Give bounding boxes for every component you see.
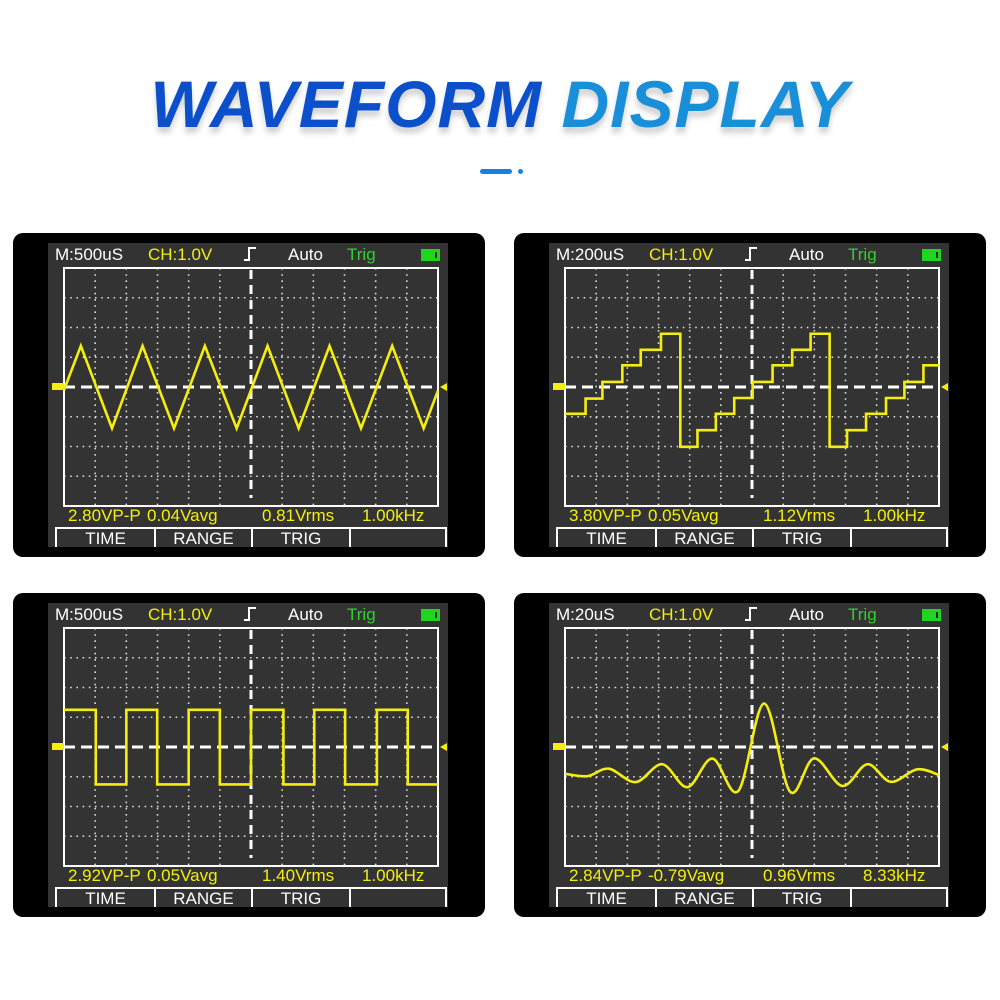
title-underline <box>480 169 512 174</box>
vrms-readout: 1.40Vrms <box>262 866 335 885</box>
waveform-plot <box>52 267 447 507</box>
trigger-status: Trig <box>848 605 877 624</box>
vrms-readout: 0.96Vrms <box>763 866 836 885</box>
battery-full-icon <box>421 609 440 621</box>
vpp-readout: 3.80VP-P <box>569 506 642 525</box>
menu-range-button[interactable]: RANGE <box>655 887 752 908</box>
title-part-2: DISPLAY <box>561 67 850 141</box>
battery-full-icon <box>421 249 440 261</box>
vrms-readout: 1.12Vrms <box>763 506 836 525</box>
menu-time-button[interactable]: TIME <box>556 527 655 548</box>
vpp-readout: 2.80VP-P <box>68 506 141 525</box>
trigger-mode: Auto <box>288 605 323 624</box>
menu-range-button[interactable]: RANGE <box>154 887 251 908</box>
menu-time-button[interactable]: TIME <box>55 887 154 908</box>
trigger-status: Trig <box>848 245 877 264</box>
sinc-waveform-trace <box>564 702 940 795</box>
menu-trig-button[interactable]: TRIG <box>251 887 349 908</box>
title-part-1: WAVEFORM <box>150 67 543 141</box>
frequency-readout: 1.00kHz <box>863 506 926 525</box>
rising-edge-icon <box>244 607 256 621</box>
channel-level-marker <box>553 743 565 750</box>
oscilloscope-screen: M:500uS CH:1.0V Auto Trig 2.80VP-P 0.04V… <box>48 243 448 548</box>
waveform-plot <box>553 627 948 867</box>
menu-blank-button[interactable] <box>850 527 948 547</box>
channel-level-marker <box>52 743 64 750</box>
staircase-waveform-trace <box>565 332 939 449</box>
menu-trig-button[interactable]: TRIG <box>752 527 850 548</box>
frequency-readout: 1.00kHz <box>362 506 425 525</box>
menu-blank-button[interactable] <box>349 887 447 907</box>
trigger-level-marker <box>440 383 447 391</box>
vavg-readout: 0.05Vavg <box>147 866 218 885</box>
vpp-readout: 2.84VP-P <box>569 866 642 885</box>
channel-scale-readout: CH:1.0V <box>148 245 213 264</box>
battery-full-icon <box>922 249 941 261</box>
battery-full-icon <box>922 609 941 621</box>
page-title: WAVEFORM DISPLAY <box>0 66 1000 142</box>
oscilloscope-screen: M:500uS CH:1.0V Auto Trig 2.92VP-P 0.05V… <box>48 603 448 908</box>
waveform-plot <box>553 267 948 507</box>
channel-level-marker <box>52 383 64 390</box>
timebase-readout: M:500uS <box>55 605 124 624</box>
timebase-readout: M:20uS <box>556 605 615 624</box>
trigger-level-marker <box>440 743 447 751</box>
menu-blank-button[interactable] <box>850 887 948 907</box>
oscilloscope-screen: M:20uS CH:1.0V Auto Trig 2.84VP-P -0.79V… <box>549 603 949 908</box>
trigger-mode: Auto <box>789 245 824 264</box>
softkey-menu: TIME RANGE TRIG <box>55 527 447 548</box>
trigger-level-marker <box>941 743 948 751</box>
trigger-mode: Auto <box>288 245 323 264</box>
vavg-readout: -0.79Vavg <box>648 866 725 885</box>
frequency-readout: 8.33kHz <box>863 866 926 885</box>
menu-time-button[interactable]: TIME <box>55 527 154 548</box>
menu-blank-button[interactable] <box>349 527 447 547</box>
oscilloscope-panel: M:500uS CH:1.0V Auto Trig 2.92VP-P 0.05V… <box>13 593 485 917</box>
trigger-mode: Auto <box>789 605 824 624</box>
oscilloscope-screen: M:200uS CH:1.0V Auto Trig 3.80VP-P 0.05V… <box>549 243 949 548</box>
oscilloscope-panel: M:200uS CH:1.0V Auto Trig 3.80VP-P 0.05V… <box>514 233 986 557</box>
title-underline-dot <box>518 169 523 174</box>
rising-edge-icon <box>244 247 256 261</box>
menu-range-button[interactable]: RANGE <box>154 527 251 548</box>
rising-edge-icon <box>745 247 757 261</box>
softkey-menu: TIME RANGE TRIG <box>556 527 948 548</box>
waveform-plot <box>52 627 447 867</box>
trigger-status: Trig <box>347 245 376 264</box>
vavg-readout: 0.04Vavg <box>147 506 218 525</box>
channel-scale-readout: CH:1.0V <box>649 605 714 624</box>
rising-edge-icon <box>745 607 757 621</box>
triangle-waveform-trace <box>62 342 440 433</box>
frequency-readout: 1.00kHz <box>362 866 425 885</box>
vrms-readout: 0.81Vrms <box>262 506 335 525</box>
timebase-readout: M:500uS <box>55 245 124 264</box>
channel-level-marker <box>553 383 565 390</box>
oscilloscope-panel: M:500uS CH:1.0V Auto Trig 2.80VP-P 0.04V… <box>13 233 485 557</box>
vpp-readout: 2.92VP-P <box>68 866 141 885</box>
menu-time-button[interactable]: TIME <box>556 887 655 908</box>
channel-scale-readout: CH:1.0V <box>649 245 714 264</box>
softkey-menu: TIME RANGE TRIG <box>55 887 447 908</box>
softkey-menu: TIME RANGE TRIG <box>556 887 948 908</box>
square-waveform-trace <box>64 708 438 786</box>
trigger-status: Trig <box>347 605 376 624</box>
oscilloscope-panel: M:20uS CH:1.0V Auto Trig 2.84VP-P -0.79V… <box>514 593 986 917</box>
menu-range-button[interactable]: RANGE <box>655 527 752 548</box>
trigger-level-marker <box>941 383 948 391</box>
channel-scale-readout: CH:1.0V <box>148 605 213 624</box>
vavg-readout: 0.05Vavg <box>648 506 719 525</box>
menu-trig-button[interactable]: TRIG <box>752 887 850 908</box>
menu-trig-button[interactable]: TRIG <box>251 527 349 548</box>
timebase-readout: M:200uS <box>556 245 625 264</box>
